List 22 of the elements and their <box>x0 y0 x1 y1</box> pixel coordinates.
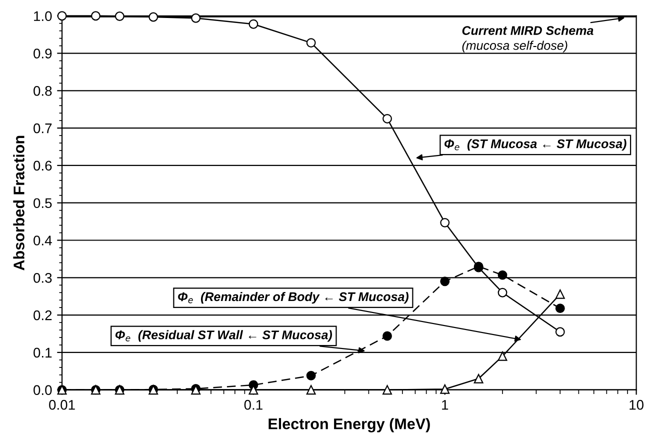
y-tick-label: 1.0 <box>34 11 52 22</box>
y-tick-label: 0.4 <box>34 236 52 246</box>
y-tick-label: 0.8 <box>34 86 52 96</box>
y-tick-label: 0.3 <box>34 272 52 283</box>
annotation: (mucosa self-dose) <box>462 40 568 52</box>
y-tick-label: 0.6 <box>34 160 52 171</box>
ref-line-label: Current MIRD Schema <box>462 26 594 35</box>
x-tick-label: 0.1 <box>244 400 262 410</box>
y-tick-label: 0.9 <box>34 48 52 58</box>
series-label: Φ$_{e}$ (Residual ST Wall ← ST Mucosa) <box>115 330 332 342</box>
y-tick-label: 0.7 <box>34 123 52 134</box>
y-tick-label: 0.0 <box>34 385 52 396</box>
y-tick-label: 0.5 <box>34 198 52 208</box>
x-tick-label: 10 <box>630 400 644 410</box>
y-tick-label: 0.2 <box>34 310 52 320</box>
x-tick-label: 0.01 <box>49 400 75 410</box>
y-axis-title: Absorbed Fraction <box>13 136 24 270</box>
text: Φ$_{e}$ (Remainder of Body ← ST Mucosa) <box>178 292 409 304</box>
y-tick-label: 0.1 <box>34 348 52 358</box>
x-tick-label: 1 <box>442 400 448 410</box>
text: Φ$_{e}$ (ST Mucosa ← ST Mucosa) <box>444 139 626 151</box>
x-axis-title: Electron Energy (MeV) <box>268 418 430 432</box>
